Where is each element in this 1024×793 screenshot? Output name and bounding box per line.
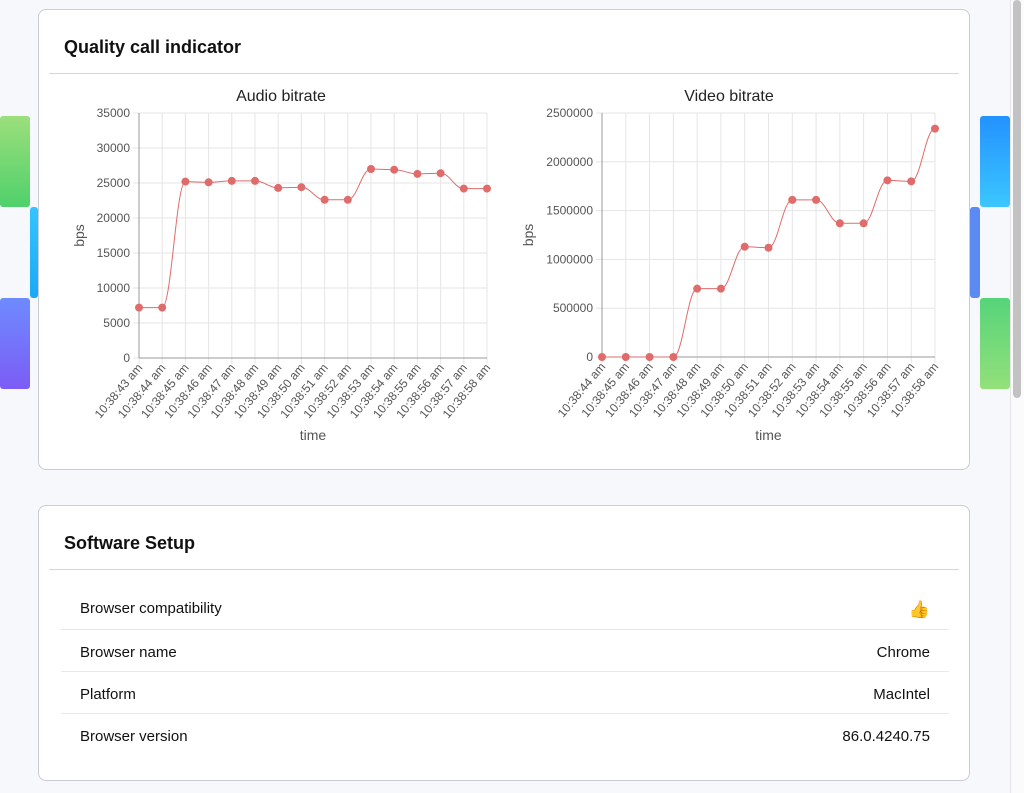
data-point bbox=[598, 353, 606, 361]
row-value: 86.0.4240.75 bbox=[842, 728, 930, 745]
data-point bbox=[859, 219, 868, 228]
data-point bbox=[343, 195, 352, 204]
data-point bbox=[459, 184, 468, 193]
y-axis-label: bps bbox=[71, 224, 87, 247]
chart-audio-bitrate: Audio bitrate 0 5000 10000 15000 20000 25000 30… bbox=[71, 88, 493, 443]
data-point bbox=[274, 183, 283, 192]
x-axis-label: time bbox=[300, 427, 327, 443]
browser-version-row: Browser version 86.0.4240.75 bbox=[61, 714, 949, 755]
left-side-tab-purple[interactable] bbox=[0, 298, 30, 389]
data-point bbox=[645, 353, 654, 361]
y-tick-label: 500000 bbox=[553, 301, 593, 315]
y-tick-label: 2500000 bbox=[546, 106, 593, 120]
data-point bbox=[716, 284, 725, 293]
data-point bbox=[436, 169, 445, 178]
data-point bbox=[740, 242, 749, 251]
data-point bbox=[413, 169, 422, 178]
bitrate-charts: Audio bitrate 0 5000 10000 15000 20000 25000 30… bbox=[71, 88, 941, 443]
y-tick-label: 0 bbox=[123, 351, 130, 365]
data-point bbox=[204, 178, 213, 187]
software-setup-card: Software Setup Browser compatibility 👍 B… bbox=[38, 505, 970, 781]
data-point bbox=[907, 177, 916, 186]
data-point bbox=[251, 176, 259, 185]
y-tick-label: 30000 bbox=[97, 141, 131, 155]
row-value: Chrome bbox=[876, 644, 930, 661]
data-point bbox=[227, 176, 236, 185]
data-point bbox=[669, 353, 678, 361]
y-tick-label: 25000 bbox=[97, 176, 131, 190]
software-info-list: Browser compatibility 👍 Browser name Chr… bbox=[61, 588, 949, 755]
data-point bbox=[181, 177, 190, 186]
y-tick-label: 0 bbox=[586, 350, 593, 364]
data-point bbox=[883, 176, 892, 185]
y-tick-label: 20000 bbox=[97, 211, 131, 225]
data-point bbox=[621, 353, 630, 361]
chart-title: Video bitrate bbox=[684, 88, 774, 105]
data-point bbox=[135, 303, 143, 312]
y-tick-label: 5000 bbox=[103, 316, 130, 330]
chart-title: Audio bitrate bbox=[236, 88, 326, 105]
row-label: Platform bbox=[80, 686, 136, 703]
data-point bbox=[788, 195, 797, 204]
y-tick-label: 15000 bbox=[97, 246, 131, 260]
data-point bbox=[158, 303, 167, 312]
quality-card-title: Quality call indicator bbox=[64, 37, 242, 57]
data-point bbox=[320, 195, 329, 204]
row-label: Browser name bbox=[80, 644, 177, 661]
x-axis-label: time bbox=[755, 427, 782, 443]
series-line bbox=[139, 168, 487, 309]
quality-card-divider bbox=[49, 73, 959, 74]
left-side-tab-cyan[interactable] bbox=[30, 207, 38, 298]
y-tick-label: 1000000 bbox=[546, 252, 593, 266]
right-side-tab-blue[interactable] bbox=[980, 116, 1010, 207]
browser-compatibility-row: Browser compatibility 👍 bbox=[61, 588, 949, 630]
right-side-tab-green[interactable] bbox=[980, 298, 1010, 389]
browser-name-row: Browser name Chrome bbox=[61, 630, 949, 672]
data-point bbox=[931, 124, 939, 133]
y-tick-label: 2000000 bbox=[546, 155, 593, 169]
quality-call-card: Quality call indicator Audio bitrate 0 500… bbox=[38, 9, 970, 470]
row-label: Browser version bbox=[80, 728, 188, 745]
left-side-tab-green[interactable] bbox=[0, 116, 30, 207]
row-value: MacIntel bbox=[873, 686, 930, 703]
data-point bbox=[297, 183, 306, 192]
y-axis-label: bps bbox=[520, 224, 536, 247]
chart-video-bitrate: Video bitrate 0 500000 1000000 1500000 200000… bbox=[520, 88, 941, 443]
data-point bbox=[483, 184, 491, 193]
right-side-tab-indigo[interactable] bbox=[970, 207, 980, 298]
row-label: Browser compatibility bbox=[80, 600, 222, 617]
platform-row: Platform MacIntel bbox=[61, 672, 949, 714]
data-point bbox=[367, 165, 375, 173]
software-card-divider bbox=[49, 569, 959, 570]
y-tick-label: 1500000 bbox=[546, 204, 593, 218]
y-tick-label: 10000 bbox=[97, 281, 131, 295]
data-point bbox=[693, 284, 702, 293]
software-card-title: Software Setup bbox=[64, 533, 196, 553]
data-point bbox=[812, 195, 821, 204]
thumbs-up-icon: 👍 bbox=[908, 600, 930, 619]
vertical-scrollbar-thumb[interactable] bbox=[1013, 0, 1021, 398]
y-tick-label: 35000 bbox=[97, 106, 131, 120]
data-point bbox=[835, 219, 844, 228]
data-point bbox=[390, 165, 399, 174]
data-point bbox=[764, 243, 773, 252]
